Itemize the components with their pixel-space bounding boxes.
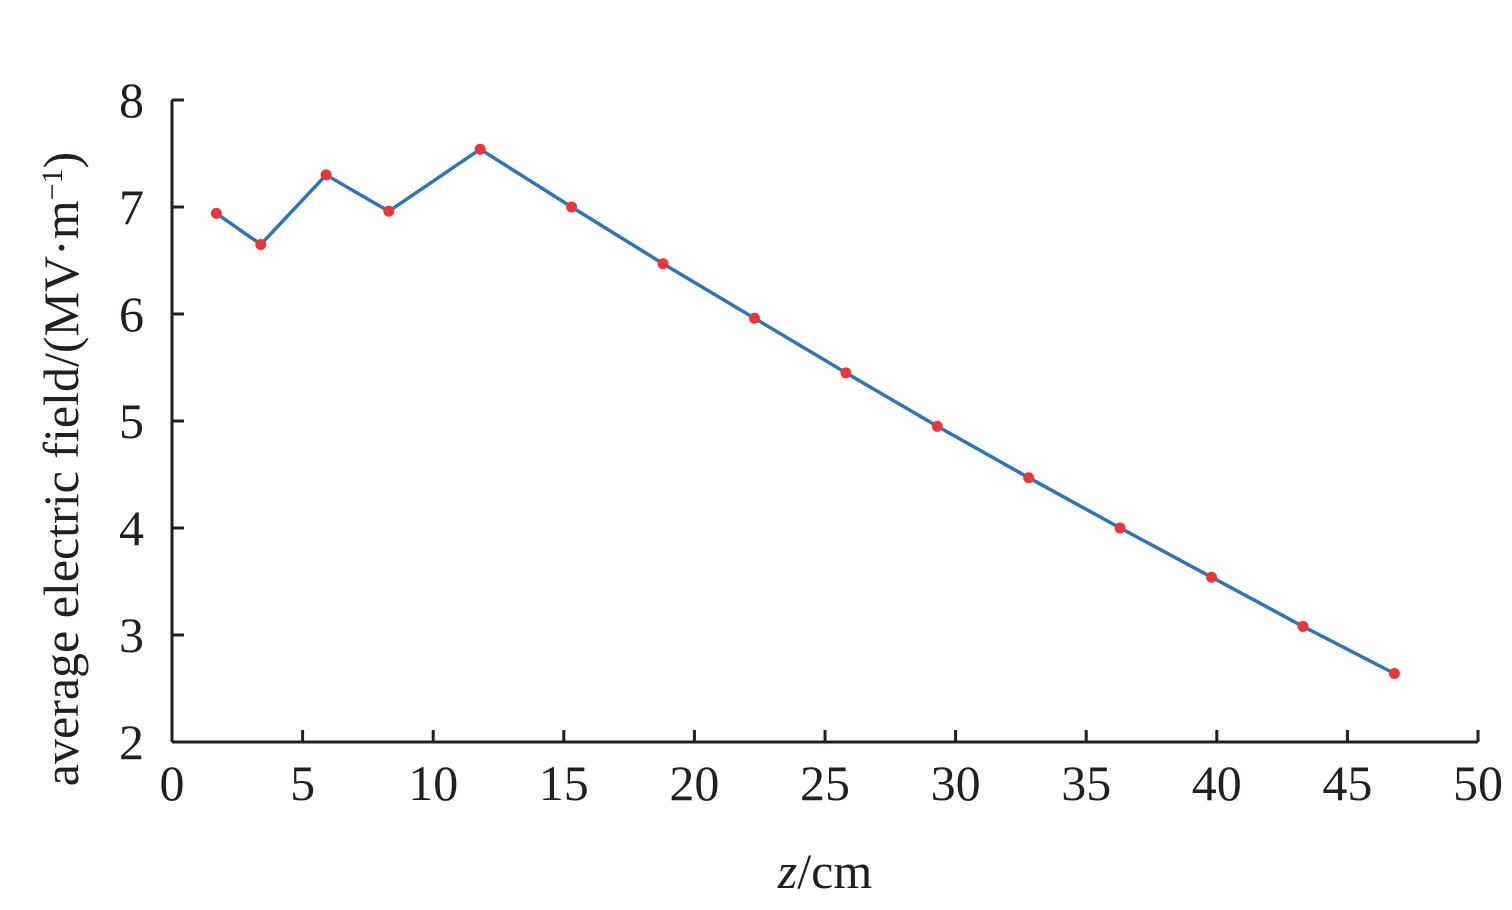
data-point bbox=[474, 143, 486, 155]
x-tick-label: 35 bbox=[1061, 755, 1111, 811]
y-tick-label: 3 bbox=[119, 607, 144, 663]
series-line bbox=[215, 147, 1396, 676]
x-tick-label: 50 bbox=[1453, 755, 1503, 811]
x-tick-label: 20 bbox=[669, 755, 719, 811]
x-axis-title: z/cm bbox=[777, 843, 873, 899]
y-axis-unit-exponent: −1 bbox=[36, 168, 69, 200]
data-point bbox=[840, 367, 852, 379]
series-markers bbox=[210, 143, 1400, 680]
y-tick-label: 8 bbox=[119, 72, 144, 128]
x-axis-unit: /cm bbox=[797, 843, 872, 899]
data-point bbox=[1023, 472, 1035, 484]
x-tick-label: 15 bbox=[539, 755, 589, 811]
y-tick-label: 2 bbox=[119, 714, 144, 770]
plot-area bbox=[210, 143, 1400, 680]
y-axis: 2 3 4 5 6 7 8 bbox=[119, 72, 184, 770]
y-tick-label: 7 bbox=[119, 179, 144, 235]
data-point bbox=[1388, 668, 1400, 680]
data-point bbox=[1297, 620, 1309, 632]
y-axis-label: average electric field/(MV·m bbox=[33, 200, 89, 786]
data-point bbox=[748, 312, 760, 324]
x-tick-label: 10 bbox=[408, 755, 458, 811]
x-tick-label: 25 bbox=[800, 755, 850, 811]
data-point bbox=[657, 258, 669, 270]
y-axis-title: average electric field/(MV·m−1) bbox=[33, 152, 89, 786]
x-tick-label: 45 bbox=[1322, 755, 1372, 811]
x-tick-label: 40 bbox=[1192, 755, 1242, 811]
y-axis-label-close: ) bbox=[33, 152, 89, 169]
x-ticks: 0 5 10 15 20 25 30 35 40 45 50 bbox=[160, 730, 1503, 811]
data-point bbox=[383, 205, 395, 217]
data-point bbox=[255, 238, 267, 250]
y-ticks: 2 3 4 5 6 7 8 bbox=[119, 72, 184, 770]
data-point bbox=[320, 169, 332, 181]
data-point bbox=[566, 201, 578, 213]
x-tick-label: 0 bbox=[160, 755, 185, 811]
x-axis: 0 5 10 15 20 25 30 35 40 45 50 bbox=[160, 730, 1503, 811]
x-tick-label: 5 bbox=[290, 755, 315, 811]
data-point bbox=[210, 207, 222, 219]
x-tick-label: 30 bbox=[931, 755, 981, 811]
data-point bbox=[1114, 522, 1126, 534]
x-axis-variable: z bbox=[777, 843, 797, 899]
data-point bbox=[1206, 571, 1218, 583]
y-tick-label: 5 bbox=[119, 393, 144, 449]
y-tick-label: 4 bbox=[119, 500, 144, 556]
data-point bbox=[931, 420, 943, 432]
y-tick-label: 6 bbox=[119, 286, 144, 342]
